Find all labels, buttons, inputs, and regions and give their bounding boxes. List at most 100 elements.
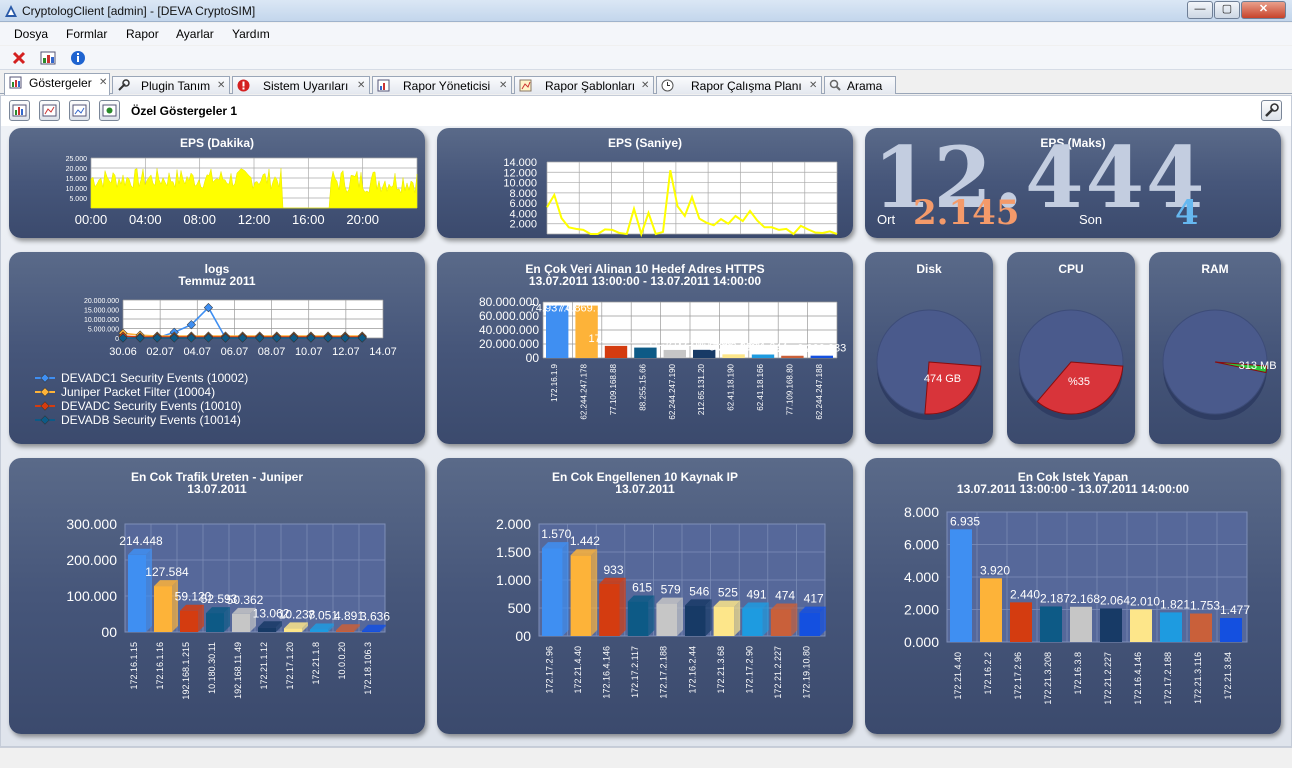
data-label: 3.920: [980, 563, 1010, 577]
bar-top: [258, 621, 282, 628]
pie-slice: [1214, 361, 1268, 374]
bar: [656, 603, 677, 636]
data-label: 14.882.677: [618, 335, 673, 347]
dashboard-1-button[interactable]: [39, 100, 60, 121]
y-tick-label: 1.500: [496, 544, 531, 560]
bar-side: [820, 606, 826, 636]
panel-title: logs: [204, 262, 230, 276]
x-tick-label: 77.109.168.88: [609, 363, 618, 415]
panel-eps-saniye: EPS (Saniye) 14.000 12.000 10.000 8.000 6.00…: [437, 128, 853, 238]
settings-button[interactable]: [1261, 100, 1282, 121]
tab-rapor-sablonlari[interactable]: Rapor Şablonları ✕: [514, 76, 654, 94]
tab-gostergeler[interactable]: Göstergeler ✕: [4, 73, 110, 95]
logs-series-point: [340, 333, 350, 343]
bar: [232, 613, 250, 632]
maximize-button[interactable]: ▢: [1214, 1, 1240, 19]
bar: [1040, 606, 1062, 642]
data-label: 50.362: [227, 593, 264, 607]
x-tick-label: 172.16.2.44: [687, 646, 697, 694]
tab-rapor-yoneticisi[interactable]: Rapor Yöneticisi ✕: [372, 76, 512, 94]
panel-title: Disk: [916, 262, 942, 276]
x-tick-label: 172.16.3.8: [1073, 652, 1083, 695]
y-tick-label: 15.000: [66, 176, 88, 183]
bar-top: [128, 548, 152, 555]
bar-side: [648, 595, 655, 636]
tab-close-icon[interactable]: ✕: [217, 80, 226, 91]
tab-close-icon[interactable]: ✕: [641, 80, 650, 91]
legend-label: DEVADC1 Security Events (10002): [61, 371, 248, 385]
tab-close-icon[interactable]: ✕: [99, 77, 108, 88]
ort-value: 2.145: [913, 193, 1020, 233]
bar: [685, 605, 706, 636]
dashboard-2-button[interactable]: [69, 100, 90, 121]
logs-series-point: [255, 333, 265, 343]
x-tick-label: 08.07: [258, 346, 286, 358]
tab-bar: Göstergeler ✕ Plugin Tanım ✕ Sistem Uyar…: [0, 72, 1292, 95]
info-icon[interactable]: [70, 50, 86, 66]
x-tick-label: 172.21.4.40: [953, 652, 963, 700]
bar-side: [380, 624, 386, 632]
legend-label: Juniper Packet Filter (10004): [61, 385, 215, 399]
bar: [362, 630, 380, 632]
y-tick-label: 0.000: [904, 634, 939, 650]
tab-rapor-calisma-plani[interactable]: Rapor Çalışma Planı ✕: [656, 76, 822, 94]
close-x-icon[interactable]: [12, 51, 26, 65]
menu-rapor[interactable]: Rapor: [126, 27, 159, 41]
tab-close-icon[interactable]: ✕: [357, 80, 366, 91]
app-logo-icon: [5, 5, 17, 17]
bar-top: [336, 624, 360, 631]
bar: [980, 578, 1002, 642]
dashboard-3-button[interactable]: [99, 100, 120, 121]
menu-ayarlar[interactable]: Ayarlar: [176, 27, 214, 41]
legend-marker: [40, 415, 50, 425]
clock-icon: [661, 79, 674, 92]
close-button[interactable]: ✕: [1241, 1, 1286, 19]
data-label: 59.120: [175, 590, 212, 604]
menu-yardim[interactable]: Yardım: [232, 27, 270, 41]
data-label: 11.663.456: [677, 337, 731, 349]
panel-title: EPS (Dakika): [179, 136, 255, 150]
logs-series-point: [152, 333, 162, 343]
bar-side: [224, 607, 230, 632]
bar-top: [770, 603, 798, 610]
y-tick-label: 200.000: [66, 552, 117, 568]
minimize-button[interactable]: —: [1187, 1, 1213, 19]
bar: [634, 347, 657, 358]
bar: [713, 606, 735, 636]
data-label: 474: [775, 588, 795, 602]
y-tick-label: 00: [515, 628, 531, 644]
data-label: 417: [804, 592, 824, 606]
x-tick-label: 04:00: [129, 212, 162, 227]
pie-label: 474 GB: [924, 373, 961, 385]
panel-title: CPU: [1058, 262, 1084, 276]
logs-series-point: [323, 333, 333, 343]
dashboard-add-button[interactable]: [9, 100, 30, 121]
menu-dosya[interactable]: Dosya: [14, 27, 49, 41]
tab-close-icon[interactable]: ✕: [809, 80, 818, 91]
data-label: 2.187: [1040, 591, 1070, 605]
menu-formlar[interactable]: Formlar: [66, 27, 108, 41]
bar: [1130, 609, 1152, 642]
data-label: 74.937.016: [530, 303, 585, 315]
tab-sistem-uyarilari[interactable]: Sistem Uyarıları ✕: [232, 76, 370, 94]
dashboard-icon[interactable]: [40, 50, 56, 66]
bar: [781, 355, 804, 358]
logs-series-point: [272, 333, 282, 343]
data-label: 3.636: [360, 610, 390, 624]
y-tick-label: 2.000: [509, 219, 537, 231]
y-tick-label: 12.000: [503, 167, 537, 179]
tab-close-icon[interactable]: ✕: [499, 80, 508, 91]
y-tick-label: 8.000: [509, 188, 537, 200]
data-label: 7.051: [308, 608, 338, 622]
x-tick-label: 12:00: [238, 212, 271, 227]
data-label: 10.238: [279, 607, 316, 621]
data-label: 1.570: [541, 527, 571, 541]
panel-title: En Cok Istek Yapan: [1017, 470, 1129, 484]
tab-plugin-tanim[interactable]: Plugin Tanım ✕: [112, 76, 230, 94]
y-tick-label: 300.000: [66, 516, 117, 532]
panel-eps-maks: EPS (Maks) 12.444 Ort 2.145 Son 4: [865, 128, 1281, 238]
tab-arama[interactable]: Arama: [824, 76, 896, 94]
bar: [575, 305, 598, 358]
x-tick-label: 14.07: [369, 346, 397, 358]
data-label: 127.584: [145, 565, 189, 579]
